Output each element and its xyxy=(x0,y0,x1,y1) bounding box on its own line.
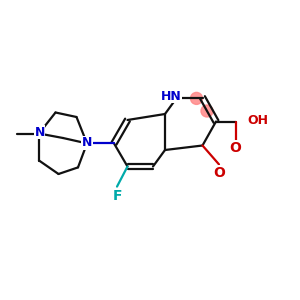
Text: O: O xyxy=(230,141,242,155)
Text: N: N xyxy=(34,125,45,139)
Text: O: O xyxy=(213,166,225,180)
Circle shape xyxy=(201,105,213,117)
Circle shape xyxy=(190,92,202,104)
Text: HN: HN xyxy=(160,89,182,103)
Text: OH: OH xyxy=(248,113,268,127)
Text: F: F xyxy=(113,189,122,202)
Text: N: N xyxy=(82,136,92,149)
